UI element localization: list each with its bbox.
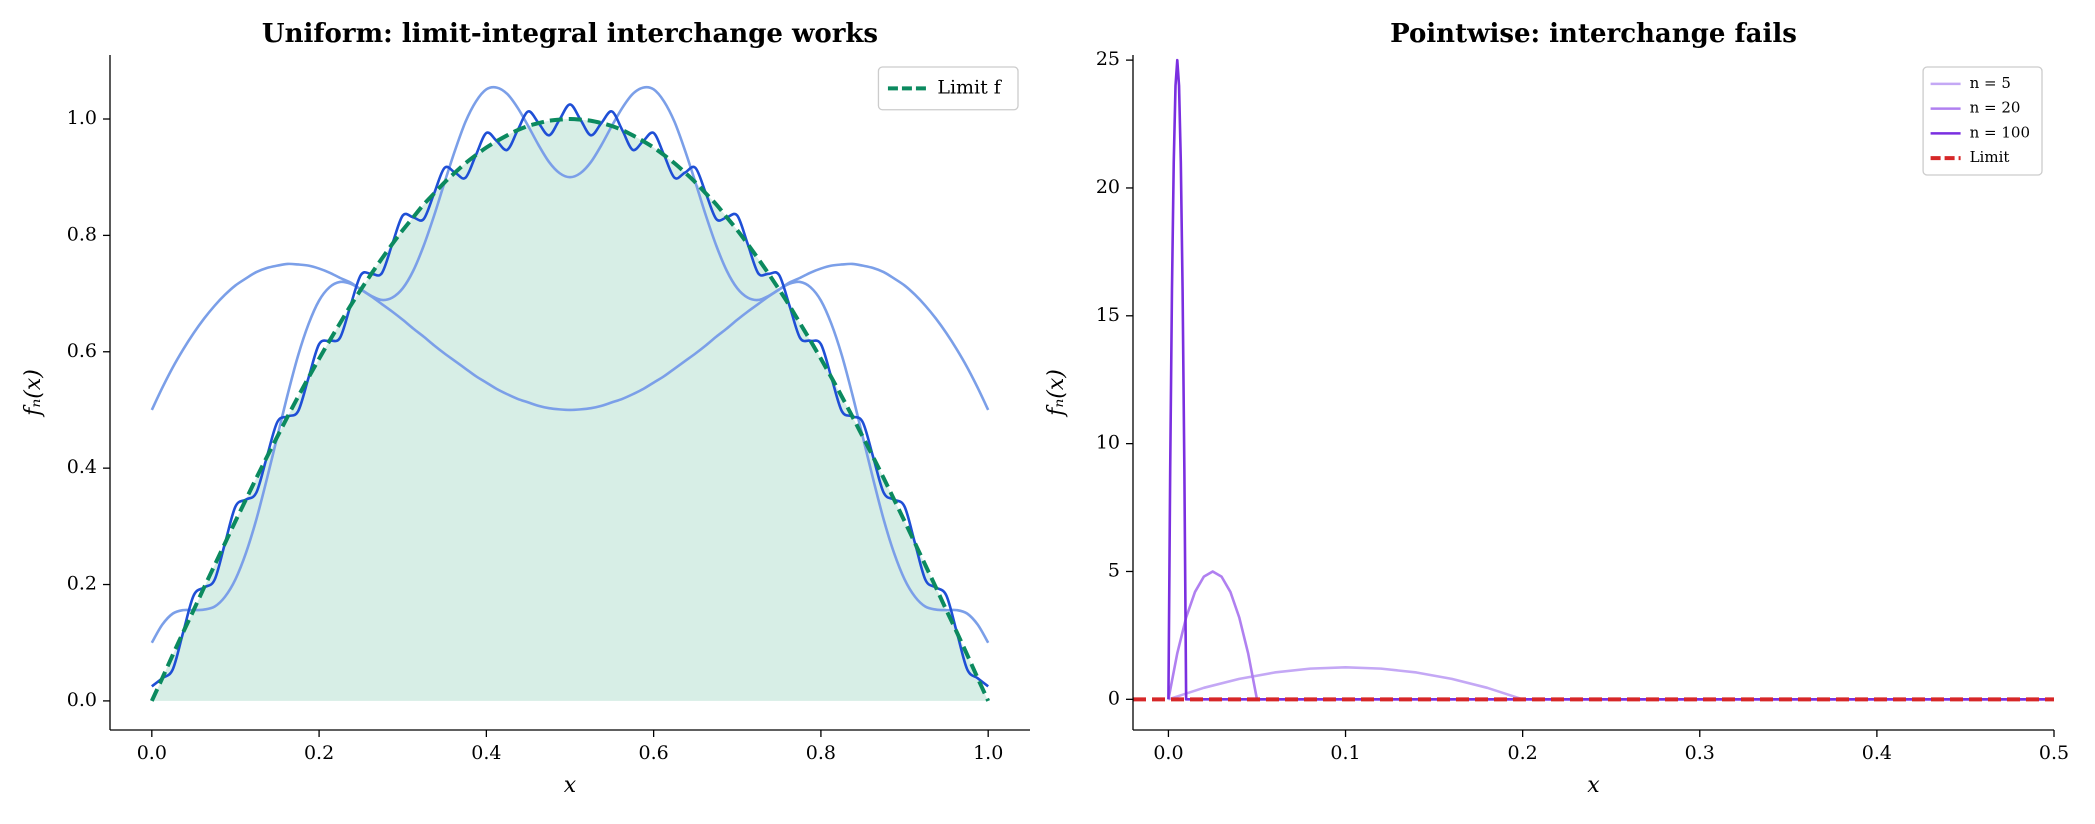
series-line xyxy=(150,117,990,702)
subplot: Pointwise: interchange fails x fₙ(x) 0.0 0.1… xyxy=(1044,19,2069,798)
x-tick-label: 0.8 xyxy=(806,742,836,764)
subplot: Uniform: limit-integral interchange work… xyxy=(21,19,1030,798)
legend: n = 5 n = 20 n = 100 Limit xyxy=(1922,66,2043,176)
x-tick-label: 0.2 xyxy=(304,742,334,764)
legend-box xyxy=(1922,66,2043,176)
y-tick-label: 10 xyxy=(1096,432,1120,454)
x-tick-label: 0.0 xyxy=(1153,742,1183,764)
series-line xyxy=(151,103,989,688)
legend-label: n = 5 xyxy=(1970,74,2011,92)
y-tick-label: 20 xyxy=(1096,176,1120,198)
series-line xyxy=(1167,570,2054,701)
x-axis-label: x xyxy=(564,773,577,798)
x-tick-label: 0.1 xyxy=(1330,742,1360,764)
y-axis-label: fₙ(x) xyxy=(1044,369,1069,418)
plot-area xyxy=(150,85,990,702)
y-tick-label: 0.8 xyxy=(67,223,97,245)
legend: Limit f xyxy=(877,66,1019,111)
y-tick-label: 0.0 xyxy=(67,689,97,711)
series-line xyxy=(1168,666,2054,701)
y-tick-label: 1.0 xyxy=(67,107,97,129)
x-tick-label: 0.4 xyxy=(1862,742,1892,764)
x-tick-label: 0.5 xyxy=(2039,742,2069,764)
series-line xyxy=(150,262,990,412)
series-line xyxy=(150,85,990,644)
y-tick-label: 0.6 xyxy=(67,340,97,362)
chart-title: Pointwise: interchange fails xyxy=(1390,19,1797,49)
y-tick-label: 0.2 xyxy=(67,573,97,595)
x-tick-label: 0.2 xyxy=(1508,742,1538,764)
y-tick-label: 0 xyxy=(1108,687,1120,709)
x-tick-label: 0.4 xyxy=(471,742,501,764)
chart-title: Uniform: limit-integral interchange work… xyxy=(262,19,878,49)
series-line xyxy=(1167,58,2054,701)
y-axis-label: fₙ(x) xyxy=(21,369,46,418)
x-tick-label: 0.6 xyxy=(639,742,669,764)
x-tick-label: 1.0 xyxy=(973,742,1003,764)
legend-label: Limit f xyxy=(937,76,1002,98)
y-tick-label: 25 xyxy=(1096,48,1120,70)
legend-box xyxy=(877,66,1019,111)
legend-label: Limit xyxy=(1970,148,2010,166)
legend-label: n = 100 xyxy=(1970,123,2030,141)
x-axis-label: x xyxy=(1587,773,1600,798)
legend-label: n = 20 xyxy=(1970,99,2021,117)
y-tick-label: 5 xyxy=(1108,559,1120,581)
y-tick-label: 0.4 xyxy=(67,456,97,478)
x-tick-label: 0.0 xyxy=(137,742,167,764)
plot-area xyxy=(1133,58,2054,702)
y-tick-label: 15 xyxy=(1096,304,1120,326)
x-tick-label: 0.3 xyxy=(1685,742,1715,764)
